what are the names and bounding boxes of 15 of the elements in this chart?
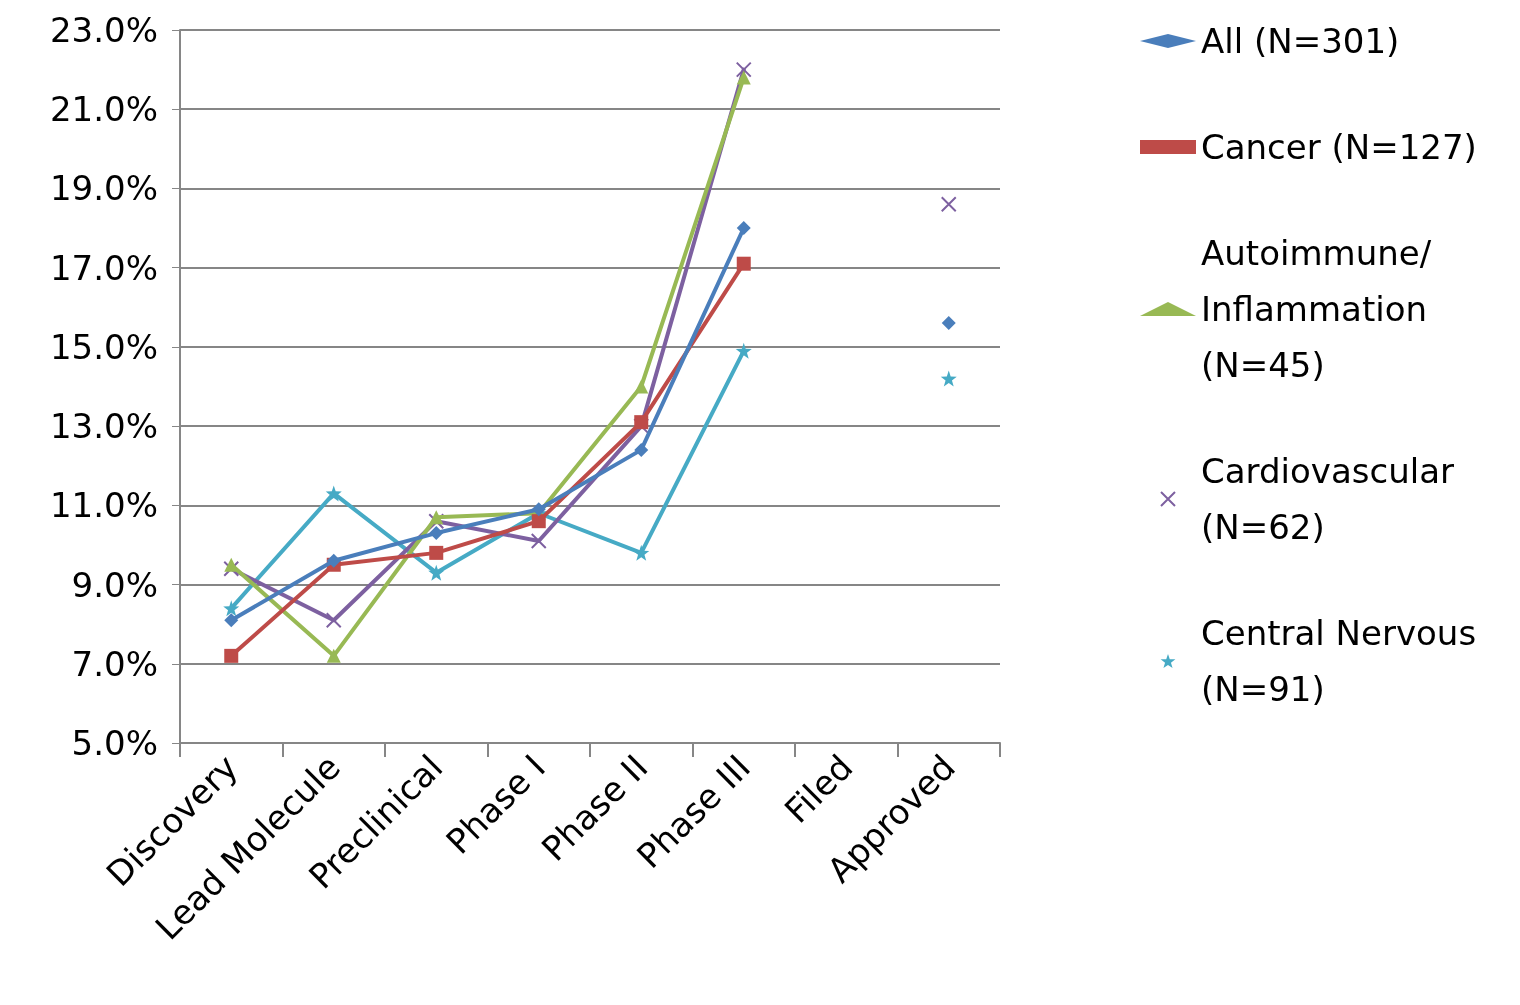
y-tick-label: 11.0% bbox=[49, 485, 158, 526]
legend-label: All (N=301) bbox=[1201, 21, 1400, 61]
y-tick-label: 23.0% bbox=[49, 10, 158, 50]
y-tick-label: 17.0% bbox=[49, 247, 158, 288]
y-tick-label: 13.0% bbox=[49, 406, 158, 447]
legend-label: Cancer (N=127) bbox=[1201, 127, 1477, 167]
y-tick-label: 19.0% bbox=[49, 168, 158, 209]
y-tick-label: 9.0% bbox=[71, 564, 158, 605]
legend-label: Autoimmune/ Inflammation (N=45) bbox=[1201, 233, 1442, 385]
y-tick-label: 15.0% bbox=[49, 326, 158, 367]
y-tick-label: 7.0% bbox=[71, 643, 158, 684]
y-tick-label: 21.0% bbox=[49, 89, 158, 130]
legend-label: Cardiovascular (N=62) bbox=[1201, 451, 1465, 547]
legend-label: Central Nervous (N=91) bbox=[1201, 613, 1487, 709]
y-tick-label: 5.0% bbox=[71, 723, 158, 763]
